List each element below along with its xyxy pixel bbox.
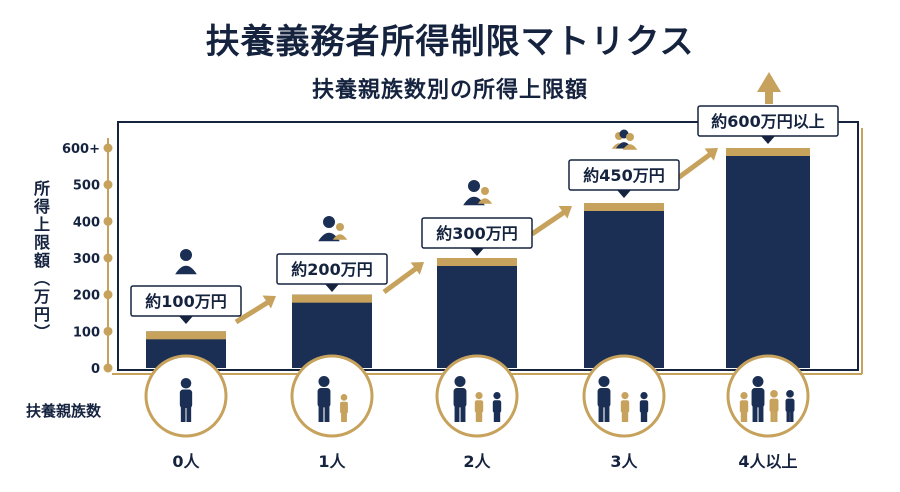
adult-with-two-children-icon	[463, 180, 493, 206]
category-label: 1人	[318, 452, 346, 471]
family-circle	[726, 354, 810, 438]
y-tick-dot	[103, 326, 113, 336]
y-tick-dot	[103, 180, 113, 190]
category-label: 2人	[463, 452, 491, 471]
y-tick-label: 600+	[62, 142, 100, 157]
y-axis-label: 所得上限額（万円）	[31, 180, 50, 342]
data-label-text: 約600万円以上	[711, 112, 824, 131]
data-label-pointer	[325, 284, 339, 292]
x-axis-label: 扶養親族数	[26, 402, 102, 420]
chart-title: 扶養義務者所得制限マトリクス	[205, 22, 695, 62]
family-of-four-icon-large	[726, 354, 810, 438]
data-label-pointer	[470, 248, 484, 256]
data-label-text: 約450万円	[583, 166, 664, 185]
y-tick-label: 100	[73, 325, 100, 340]
data-label: 約100万円	[130, 285, 242, 324]
bar-cap	[292, 294, 372, 303]
bar	[726, 148, 810, 368]
up-arrow-head	[757, 72, 781, 92]
arrow-head	[558, 206, 572, 219]
adult-with-child-icon	[318, 216, 348, 242]
bar-cap	[584, 203, 664, 211]
progression-arrow	[530, 208, 568, 237]
y-tick-dot	[103, 253, 113, 263]
y-tick-label: 400	[73, 215, 100, 230]
bar	[437, 258, 517, 368]
data-label: 約200万円	[276, 253, 388, 292]
y-tick-label: 300	[73, 252, 100, 267]
data-label: 約600万円以上	[697, 105, 839, 144]
y-tick-label: 0	[91, 362, 100, 377]
progression-arrow	[676, 150, 714, 181]
category-label: 3人	[610, 452, 638, 471]
single-adult-icon	[175, 249, 197, 275]
arrow-head	[410, 262, 424, 275]
data-label-text: 約200万円	[291, 260, 372, 279]
bar-group	[584, 203, 664, 368]
category-label: 4人以上	[738, 452, 797, 471]
adult-with-three-children-icon-large	[582, 354, 666, 438]
arrow-head	[704, 148, 718, 161]
data-label-text: 約100万円	[145, 292, 226, 311]
bar-group	[726, 148, 810, 368]
single-adult-icon-large	[144, 354, 228, 438]
data-label-text: 約300万円	[436, 224, 517, 243]
family-circle	[290, 354, 374, 438]
bar-cap	[437, 258, 517, 266]
y-tick-dot	[103, 290, 113, 300]
data-label: 約300万円	[421, 217, 533, 256]
adult-with-two-children-icon-large	[435, 354, 519, 438]
up-arrow-shaft	[765, 90, 773, 104]
y-tick-label: 500	[73, 179, 100, 194]
y-tick-dot	[103, 216, 113, 226]
y-tick-dot	[103, 363, 113, 373]
progression-arrow	[382, 264, 420, 295]
progression-arrow	[234, 298, 272, 325]
data-label: 約450万円	[568, 159, 680, 198]
bar-cap	[146, 331, 226, 340]
category-label: 0人	[172, 452, 200, 471]
bar	[584, 203, 664, 368]
bar-group	[437, 258, 517, 368]
chart-subtitle: 扶養親族数別の所得上限額	[311, 78, 588, 103]
adult-with-three-children-icon	[611, 129, 638, 150]
y-tick-dot	[103, 143, 113, 153]
data-label-pointer	[761, 136, 775, 144]
adult-with-child-icon-large	[290, 354, 374, 438]
data-label-pointer	[617, 190, 631, 198]
data-label-pointer	[179, 316, 193, 324]
y-tick-label: 200	[73, 289, 100, 304]
arrow-head	[262, 295, 276, 309]
bar-cap	[726, 148, 810, 156]
